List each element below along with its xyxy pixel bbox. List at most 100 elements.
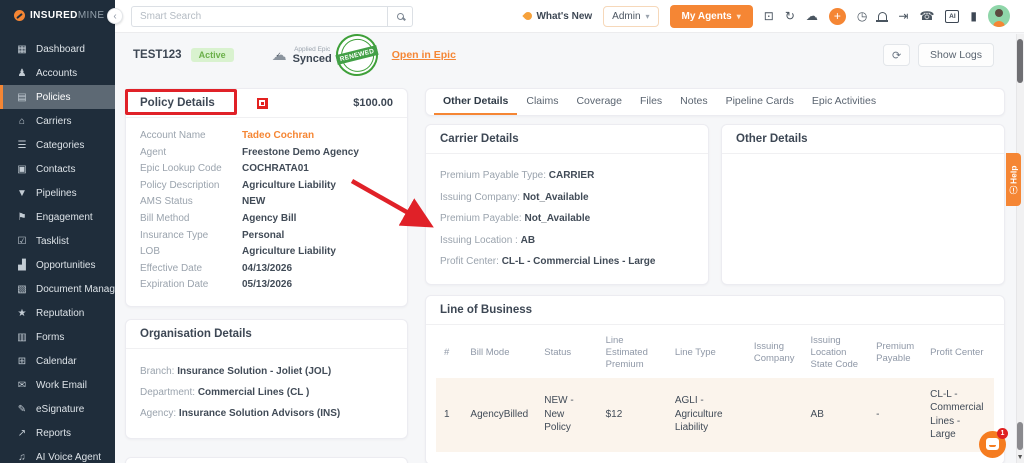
sidebar-item-work-email[interactable]: ✉ Work Email	[0, 373, 115, 397]
sidebar-collapse-button[interactable]: ‹	[107, 8, 123, 24]
other-details-header: Other Details	[722, 125, 1004, 154]
tab-pipeline-cards[interactable]: Pipeline Cards	[725, 95, 794, 107]
vertical-scrollbar[interactable]: ▼	[1016, 34, 1024, 463]
sidebar-item-label: eSignature	[36, 403, 85, 415]
search-icon	[396, 12, 404, 20]
chat-widget-button[interactable]: 1	[979, 428, 1008, 458]
carrier-row: Issuing Company: Not_Available	[440, 191, 589, 203]
org-row: Agency: Insurance Solution Advisors (INS…	[140, 407, 341, 419]
sidebar-item-contacts[interactable]: ▣ Contacts	[0, 157, 115, 181]
sidebar-item-carriers[interactable]: ⌂ Carriers	[0, 109, 115, 133]
search-input[interactable]	[131, 5, 387, 27]
open-in-epic-link[interactable]: Open in Epic	[391, 49, 456, 61]
forms-icon: ▥	[17, 331, 27, 343]
whats-new-label: What's New	[536, 10, 593, 22]
policy-number: TEST123	[133, 49, 182, 61]
sidebar-item-reputation[interactable]: ★ Reputation	[0, 301, 115, 325]
column-header: #	[444, 346, 450, 358]
cell-status: NEW - New Policy	[536, 377, 598, 452]
sidebar: INSUREDMINE ▦ Dashboard ♟ Accounts ▤ Polici…	[0, 0, 115, 463]
insuredmine-logo-icon	[14, 10, 25, 21]
column-header: Line Estimated Premium	[605, 334, 648, 371]
sidebar-item-dashboard[interactable]: ▦ Dashboard	[0, 37, 115, 61]
whats-new-link[interactable]: What's New	[522, 10, 593, 22]
scrollbar-thumb-lower[interactable]	[1017, 422, 1023, 450]
record-red-icon[interactable]	[256, 97, 268, 109]
column-header: Status	[544, 346, 572, 358]
tab-claims[interactable]: Claims	[526, 95, 559, 107]
carrier-details-header: Carrier Details	[426, 125, 708, 154]
history-clock-icon[interactable]: ◷	[856, 9, 868, 23]
organisation-details-card: Organisation Details Branch: Insurance S…	[125, 318, 408, 439]
contacts-icon: ▣	[17, 163, 27, 175]
sidebar-item-calendar[interactable]: ⊞ Calendar	[0, 349, 115, 373]
add-new-button[interactable]: +	[828, 7, 846, 25]
cell-index: 1	[436, 377, 463, 452]
notifications-bell-icon[interactable]	[876, 12, 889, 22]
line-of-business-title: Line of Business	[440, 303, 533, 316]
sidebar-item-policies[interactable]: ▤ Policies	[0, 85, 115, 109]
cell-profit-center: CL-L - Commercial Lines - Large	[922, 377, 994, 452]
top-right-cluster: What's New Admin ▾ My Agents ▾ ⊡ ↻ ☁ + ◷ ⇥…	[522, 4, 1010, 28]
cloud-synced-icon: ☁ ✓	[271, 46, 287, 64]
sidebar-item-engagement[interactable]: ⚑ Engagement	[0, 205, 115, 229]
sidebar-item-pipelines[interactable]: ▼ Pipelines	[0, 181, 115, 205]
other-details-title: Other Details	[736, 133, 808, 145]
tab-epic-activities[interactable]: Epic Activities	[811, 95, 877, 107]
search-button[interactable]	[387, 5, 413, 27]
ai-chip-icon[interactable]: AI	[945, 9, 960, 23]
detail-row: Agent Freestone Demo Agency	[140, 146, 359, 158]
sidebar-item-ai-voice-agent[interactable]: ♫ AI Voice Agent	[0, 445, 115, 463]
sidebar-item-document-manager[interactable]: ▧ Document Manager	[0, 277, 115, 301]
chat-notification-badge: 1	[997, 428, 1008, 439]
policy-details-card: Policy Details $100.00 Account Name Tadeo…	[125, 88, 408, 307]
sidebar-item-esignature[interactable]: ✎ eSignature	[0, 397, 115, 421]
sidebar-item-tasklist[interactable]: ☑ Tasklist	[0, 229, 115, 253]
logout-icon[interactable]: ⇥	[898, 9, 909, 23]
mobile-app-icon[interactable]: ▮	[970, 9, 977, 23]
sidebar-nav: ▦ Dashboard ♟ Accounts ▤ Policies ⌂ Carriers…	[0, 37, 115, 463]
detail-row: Expiration Date 05/13/2026	[140, 279, 293, 291]
custom-data-card: Custom Data + Add	[125, 456, 408, 463]
sidebar-item-label: Carriers	[36, 115, 72, 127]
tab-coverage[interactable]: Coverage	[576, 95, 622, 107]
reputation-icon: ★	[17, 307, 27, 319]
phone-icon[interactable]: ☎	[919, 9, 935, 23]
carrier-details-rows: Premium Payable Type: CARRIER Issuing Co…	[426, 154, 708, 284]
detail-row: Policy Description Agriculture Liability	[140, 179, 336, 191]
user-avatar[interactable]	[988, 5, 1010, 27]
table-row[interactable]: 1 AgencyBilled NEW - New Policy $12 AGLI…	[436, 377, 994, 452]
tab-notes[interactable]: Notes	[680, 95, 708, 107]
scrollbar-thumb[interactable]	[1017, 39, 1023, 83]
cloud-upload-icon[interactable]: ☁	[805, 9, 818, 23]
sidebar-item-label: AI Voice Agent	[36, 451, 102, 463]
column-header: Issuing Company	[753, 340, 795, 365]
dashboard-icon: ▦	[17, 43, 27, 55]
find-agent-icon[interactable]: ⊡	[763, 9, 774, 23]
sidebar-item-accounts[interactable]: ♟ Accounts	[0, 61, 115, 85]
column-header: Profit Center	[930, 346, 984, 358]
engagement-icon: ⚑	[17, 211, 27, 223]
ai-voice-agent-icon: ♫	[18, 451, 26, 463]
my-agents-button[interactable]: My Agents ▾	[669, 4, 753, 28]
admin-label: Admin	[612, 10, 641, 22]
help-tab[interactable]: ⓘ Help	[1006, 153, 1021, 206]
tab-other-details[interactable]: Other Details	[434, 89, 518, 115]
refresh-button[interactable]: ⟳	[883, 44, 911, 66]
sync-icon[interactable]: ↻	[784, 9, 795, 23]
tab-files[interactable]: Files	[639, 95, 663, 107]
sidebar-item-opportunities[interactable]: ▟ Opportunities	[0, 253, 115, 277]
scrollbar-down-arrow[interactable]: ▼	[1016, 454, 1024, 461]
sidebar-item-reports[interactable]: ↗ Reports	[0, 421, 115, 445]
show-logs-button[interactable]: Show Logs	[918, 43, 994, 67]
sidebar-item-categories[interactable]: ☰ Categories	[0, 133, 115, 157]
admin-dropdown[interactable]: Admin ▾	[603, 5, 659, 27]
left-column: Policy Details $100.00 Account Name Tadeo…	[125, 88, 408, 463]
pipelines-icon: ▼	[17, 187, 27, 199]
sidebar-item-label: Reports	[36, 427, 72, 439]
esignature-icon: ✎	[17, 403, 27, 415]
sidebar-item-forms[interactable]: ▥ Forms	[0, 325, 115, 349]
carrier-row-profit-center: Profit Center: CL-L - Commercial Lines -…	[440, 256, 656, 267]
cell-issuing-company	[745, 377, 803, 452]
account-name-link[interactable]: Tadeo Cochran	[242, 130, 315, 141]
